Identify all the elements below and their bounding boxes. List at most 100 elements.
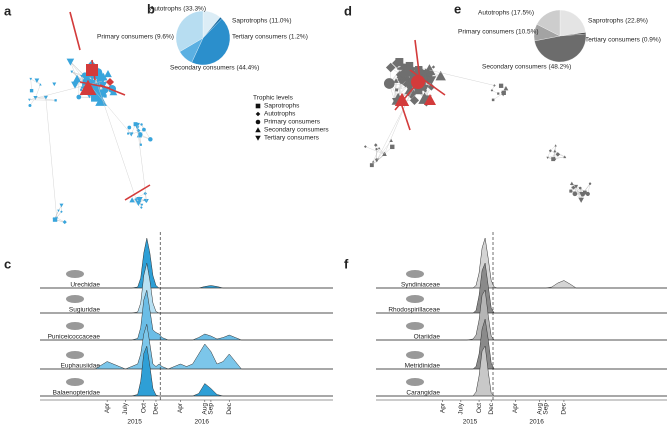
x-tick-label: Apr bbox=[104, 402, 111, 413]
network-node bbox=[400, 76, 407, 83]
network-node bbox=[374, 158, 379, 163]
pie-label: Saprotrophs (11.0%) bbox=[232, 18, 292, 25]
network-edge bbox=[29, 99, 56, 101]
pie-slice bbox=[559, 9, 586, 37]
pie-label: Primary consumers (10.5%) bbox=[458, 29, 539, 36]
network-node bbox=[423, 89, 428, 93]
x-tick-label: July bbox=[458, 402, 465, 414]
ridge-area bbox=[40, 237, 333, 289]
legend-symbol bbox=[255, 103, 261, 109]
network-node bbox=[422, 76, 428, 82]
year-label: 2015 bbox=[127, 419, 142, 426]
network-node bbox=[79, 79, 97, 95]
network-node bbox=[385, 62, 396, 73]
network-node bbox=[404, 83, 416, 95]
network-edge bbox=[375, 144, 386, 155]
pie-label: Saprotrophs (22.8%) bbox=[588, 18, 648, 25]
network-node bbox=[546, 156, 549, 160]
network-node bbox=[33, 95, 38, 100]
legend-label: Tertiary consumers bbox=[264, 135, 320, 142]
network-node bbox=[427, 83, 435, 91]
x-tick-label: Dec bbox=[153, 402, 160, 414]
network-node bbox=[369, 163, 374, 168]
network-node bbox=[395, 88, 399, 92]
network-node bbox=[409, 95, 420, 106]
network-node bbox=[490, 89, 494, 92]
network-node bbox=[39, 83, 42, 86]
network-node bbox=[54, 99, 57, 102]
network-node bbox=[553, 149, 557, 153]
network-edge bbox=[376, 149, 385, 155]
pie-label: Tertiary consumers (1.2%) bbox=[232, 34, 308, 41]
network-node bbox=[106, 78, 114, 86]
network-node bbox=[140, 206, 143, 209]
legend-label: Autotrophs bbox=[264, 111, 296, 118]
x-tick-label: Aug bbox=[202, 403, 209, 415]
network-node bbox=[569, 181, 574, 186]
x-tick-label: Oct bbox=[476, 403, 483, 413]
network-node bbox=[76, 94, 82, 100]
taxon-icon bbox=[66, 295, 84, 303]
year-label: 2015 bbox=[463, 419, 478, 426]
pie-label: Primary consumers (9.6%) bbox=[97, 34, 174, 41]
network-edge bbox=[92, 70, 137, 200]
legend-symbol bbox=[255, 111, 261, 117]
network-node bbox=[383, 153, 386, 156]
network-highlight bbox=[414, 39, 421, 81]
network-node bbox=[571, 185, 576, 190]
series-label: Puniceicoccaceae bbox=[48, 334, 101, 341]
series-label: Urechidae bbox=[70, 282, 100, 289]
x-tick-label: Oct bbox=[140, 403, 147, 413]
network-node bbox=[127, 125, 132, 130]
panel-label: d bbox=[344, 3, 352, 18]
x-tick-label: Dec bbox=[488, 402, 495, 414]
network-edge bbox=[30, 78, 41, 85]
network-node bbox=[400, 63, 407, 70]
network-edge bbox=[35, 84, 41, 98]
network-node bbox=[581, 191, 585, 195]
network-node bbox=[399, 79, 404, 84]
network-node bbox=[403, 74, 411, 81]
network-node bbox=[572, 191, 578, 197]
network-node bbox=[104, 70, 112, 78]
network-node bbox=[52, 82, 57, 87]
network-edge bbox=[132, 193, 146, 201]
taxon-icon bbox=[406, 322, 424, 330]
panel-label: f bbox=[344, 256, 349, 271]
pie-label: Secondary consumers (48.2%) bbox=[482, 64, 571, 71]
network-node bbox=[431, 65, 436, 69]
network-node bbox=[421, 73, 426, 78]
network-edge bbox=[554, 156, 565, 159]
legend-label: Saprotrophs bbox=[264, 103, 300, 110]
network-edge bbox=[394, 80, 397, 100]
ridge-area bbox=[40, 345, 333, 397]
network-node bbox=[582, 190, 587, 195]
network-node bbox=[397, 67, 400, 70]
x-tick-label: Aug bbox=[536, 403, 543, 415]
network-node bbox=[386, 78, 394, 86]
network-node bbox=[552, 156, 557, 160]
network-node bbox=[134, 197, 138, 202]
legend-title: Trophic levels bbox=[253, 95, 294, 102]
network-node bbox=[143, 191, 147, 196]
pie-slice bbox=[191, 18, 231, 66]
network-edge bbox=[56, 217, 65, 223]
series-label: Rhodospirillaceae bbox=[388, 307, 440, 314]
network-node bbox=[497, 92, 500, 95]
network-edge bbox=[54, 205, 62, 220]
network-node bbox=[405, 61, 414, 70]
legend-label: Primary consumers bbox=[264, 119, 321, 126]
network-node bbox=[98, 89, 106, 97]
taxon-icon bbox=[406, 295, 424, 303]
network-node bbox=[82, 76, 88, 81]
network-node bbox=[142, 127, 146, 132]
network-node bbox=[70, 70, 74, 74]
network-node bbox=[99, 72, 108, 81]
network-edge bbox=[29, 97, 36, 106]
network-node bbox=[501, 90, 506, 96]
network-edge bbox=[373, 148, 380, 162]
taxon-icon bbox=[406, 351, 424, 359]
network-node bbox=[62, 220, 67, 225]
